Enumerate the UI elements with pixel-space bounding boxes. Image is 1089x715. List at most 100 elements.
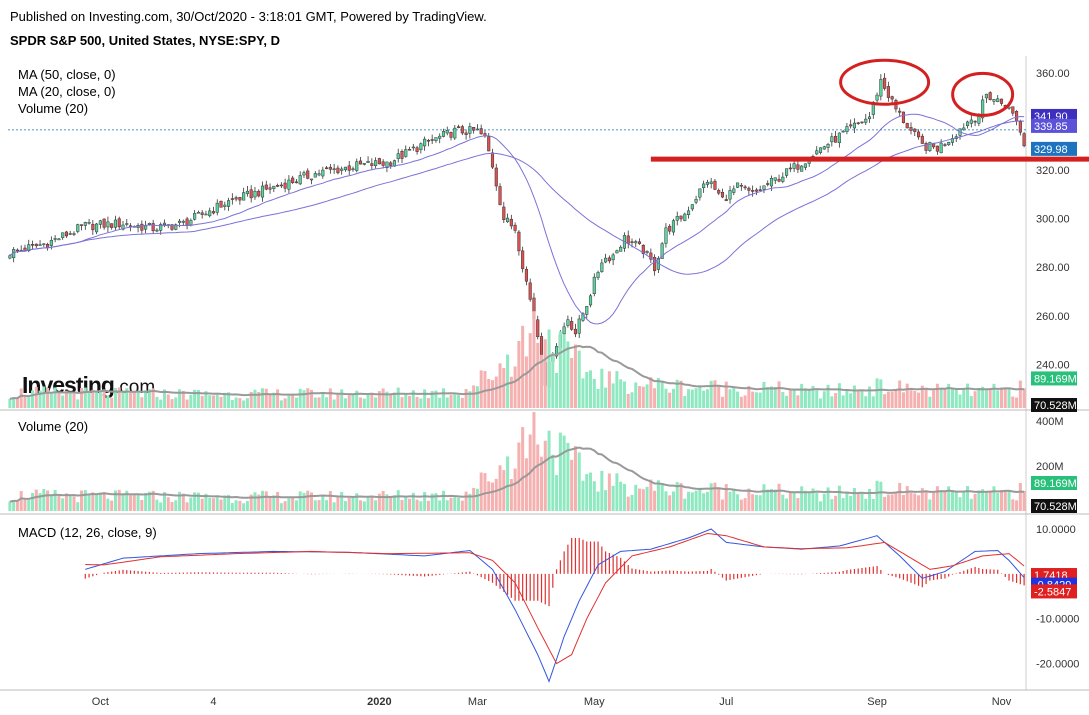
volume-bar: [947, 486, 951, 511]
candle: [973, 120, 977, 123]
volume-bar: [837, 485, 841, 511]
volume-bar: [283, 398, 287, 408]
volume-bar: [996, 492, 1000, 511]
volume-bar: [204, 391, 208, 408]
volume-bar: [596, 388, 600, 408]
volume-bar: [147, 491, 151, 511]
volume-bar: [943, 491, 947, 511]
candle: [396, 153, 400, 159]
candle: [144, 225, 148, 230]
candle: [653, 257, 657, 272]
volume-bar: [898, 482, 902, 511]
volume-bar: [419, 398, 423, 408]
ma20-line: [9, 113, 1025, 325]
volume-bar: [343, 398, 347, 408]
volume-bar: [834, 393, 838, 408]
volume-bar: [249, 494, 253, 511]
legend-ma20[interactable]: MA (20, close, 0): [18, 84, 116, 99]
candle: [490, 152, 495, 168]
volume-bar: [144, 390, 148, 408]
candle: [713, 180, 717, 190]
volume-bar: [901, 494, 905, 511]
last-price-badge: 329.98: [1031, 141, 1077, 156]
volume-ma-line: [9, 446, 1025, 503]
volume-bar: [600, 368, 604, 408]
legend-volume-pane[interactable]: Volume (20): [18, 419, 89, 434]
volume-bar: [189, 497, 193, 511]
price-tick-label: 360.00: [1036, 68, 1070, 80]
volume-bar: [653, 388, 657, 408]
volume-bar: [72, 393, 76, 408]
volume-bar: [732, 489, 736, 511]
volume-bar: [555, 372, 559, 408]
candle: [592, 276, 596, 294]
volume-bar: [890, 494, 894, 511]
candle: [238, 196, 242, 201]
candle: [867, 116, 872, 120]
candle: [347, 165, 351, 171]
volume-bar: [939, 490, 943, 511]
volume-bar: [935, 486, 939, 511]
volume-bar: [532, 412, 536, 511]
candle: [720, 192, 725, 198]
legend-ma50[interactable]: MA (50, close, 0): [18, 67, 116, 82]
volume-bar: [1007, 388, 1011, 408]
volume-bar: [589, 472, 593, 511]
volume-bar: [264, 388, 268, 408]
candle: [46, 244, 50, 248]
volume-bar: [64, 493, 68, 511]
volume-bar: [954, 389, 958, 408]
volume-bar: [27, 397, 31, 408]
volume-bar: [178, 491, 182, 511]
candle: [939, 142, 943, 154]
volume-bar: [392, 495, 396, 511]
volume-bar: [901, 392, 905, 408]
volume-bar: [147, 389, 151, 408]
volume-ma-badge-text: 70.528M: [1034, 400, 1077, 412]
candle: [521, 250, 525, 269]
volume-bar: [634, 382, 638, 408]
volume-bar: [856, 492, 860, 511]
macd-tick-label: -10.0000: [1036, 614, 1079, 626]
candle: [230, 198, 234, 200]
candle: [981, 99, 985, 119]
candle: [966, 121, 970, 126]
candle: [102, 218, 106, 228]
volume-bar: [61, 498, 65, 511]
candle: [585, 306, 589, 315]
candle: [588, 295, 593, 306]
volume-bar: [641, 489, 645, 511]
candle: [487, 136, 491, 152]
candle: [826, 144, 830, 148]
volume-pane-badge: 89.169M: [1031, 475, 1077, 490]
volume-bar: [577, 452, 581, 511]
volume-bar: [445, 397, 449, 408]
volume-bar: [404, 393, 408, 408]
volume-bar: [536, 342, 540, 408]
volume-bar: [660, 380, 664, 408]
volume-bar: [426, 500, 430, 511]
candle: [717, 190, 721, 194]
candle: [68, 233, 72, 235]
candle: [969, 119, 973, 124]
volume-bar: [649, 479, 653, 511]
volume-bar: [392, 392, 396, 408]
volume-bar: [562, 435, 566, 511]
candle: [95, 223, 99, 233]
legend-macd[interactable]: MACD (12, 26, close, 9): [18, 525, 157, 540]
volume-bar: [298, 388, 302, 408]
volume-bar: [521, 325, 525, 408]
volume-bar: [479, 370, 483, 408]
candle: [49, 240, 53, 246]
volume-bar: [98, 492, 102, 511]
candle: [113, 219, 118, 228]
legend-volume[interactable]: Volume (20): [18, 101, 89, 116]
volume-bar: [19, 491, 23, 511]
volume-bar: [381, 388, 385, 408]
volume-bar: [457, 395, 461, 408]
volume-bar: [928, 396, 932, 408]
volume-bar: [521, 427, 525, 511]
volume-bar: [366, 496, 370, 511]
volume-bar: [690, 492, 694, 511]
